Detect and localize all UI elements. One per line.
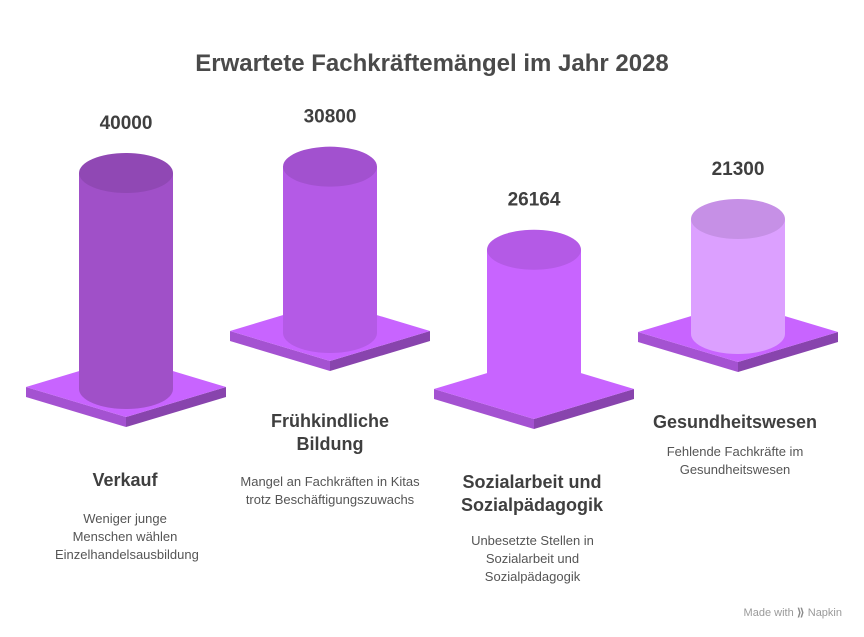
platform-left-side (230, 331, 330, 371)
description-gesundheitswesen: Fehlende Fachkräfte im Gesundheitswesen (666, 444, 804, 477)
platform-left-side (26, 387, 126, 427)
value-label: 30800 (304, 107, 357, 128)
value-label: 21300 (712, 159, 765, 180)
footer-credit: Made with ⟫ Napkin (744, 606, 842, 619)
value-label: 26164 (508, 190, 561, 211)
chart-title: Erwartete Fachkräftemängel im Jahr 2028 (195, 50, 669, 77)
description-fruehkindliche-bildung: Mangel an Fachkräften in Kitas trotz Bes… (240, 474, 420, 507)
value-label: 40000 (100, 113, 153, 134)
description-sozialarbeit: Unbesetzte Stellen in Sozialarbeit und S… (471, 533, 594, 584)
category-label-gesundheitswesen: Gesundheitswesen (652, 412, 818, 432)
platform-right-side (738, 332, 838, 372)
brand-name: Napkin (807, 607, 842, 619)
category-label-sozialarbeit: Sozialarbeit und Sozialpädagogik (460, 472, 604, 515)
bar-cylinder-body (283, 166, 377, 353)
platform-left-side (638, 332, 738, 372)
made-with-text: Made with (743, 607, 794, 619)
category-label-fruehkindliche-bildung: Frühkindliche Bildung (270, 411, 389, 454)
platform-left-side (434, 389, 534, 429)
bar-cylinder-top (79, 153, 173, 193)
category-label-verkauf: Verkauf (92, 470, 158, 490)
platform-right-side (534, 389, 634, 429)
platform-right-side (330, 331, 430, 371)
description-verkauf: Weniger junge Menschen wählen Einzelhand… (55, 511, 199, 562)
bar-cylinder-body (487, 249, 581, 411)
bar-cylinder-top (487, 229, 581, 270)
bar-cylinder-body (79, 173, 173, 409)
platform-right-side (126, 387, 226, 427)
bar-cylinder-top (283, 146, 377, 187)
napkin-logo-icon: ⟫ (796, 607, 805, 619)
bar-cylinder-top (691, 198, 785, 239)
bar-cylinder-body (691, 218, 785, 354)
